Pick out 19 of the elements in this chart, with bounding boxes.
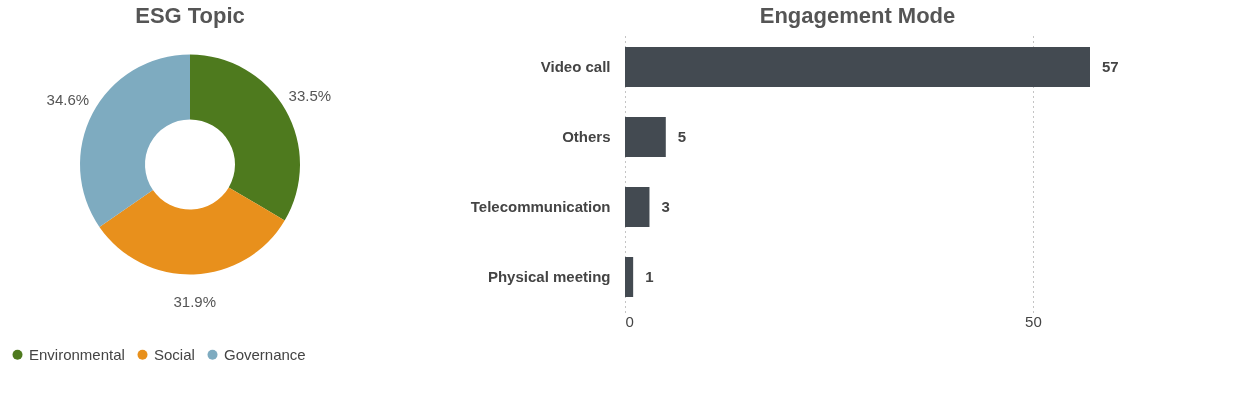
legend-label: Governance xyxy=(224,345,306,363)
x-tick-label: 0 xyxy=(625,312,634,330)
y-tick-label: Others xyxy=(562,128,611,145)
y-tick-label: Telecommunication xyxy=(470,198,611,215)
legend-label: Environmental xyxy=(29,345,125,363)
y-tick-label: Physical meeting xyxy=(487,268,611,285)
data-label: 3 xyxy=(661,198,670,215)
chart-title: Engagement Mode xyxy=(759,3,956,28)
legend-label: Social xyxy=(154,345,195,363)
y-tick-label: Video call xyxy=(540,58,611,75)
data-label: 5 xyxy=(677,128,687,145)
data-label: 33.5% xyxy=(288,87,332,105)
donut-slice xyxy=(99,187,285,275)
data-label: 1 xyxy=(645,268,654,285)
data-label: 57 xyxy=(1102,58,1119,75)
x-tick-label: 50 xyxy=(1025,312,1042,330)
data-label: 34.6% xyxy=(46,91,90,109)
chart-title: ESG Topic xyxy=(135,3,245,28)
data-label: 31.9% xyxy=(173,293,217,311)
